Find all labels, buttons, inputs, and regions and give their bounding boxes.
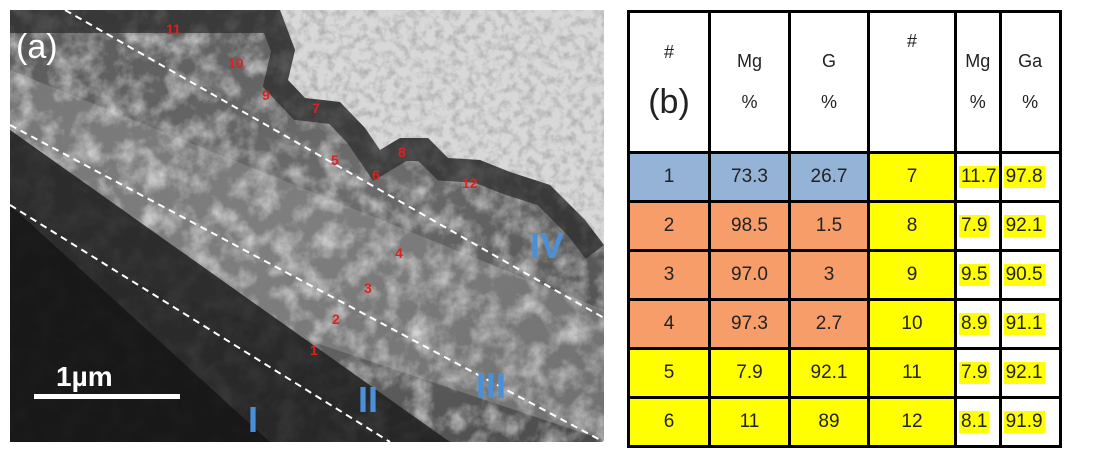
cell-mg-percent: 11 (708, 396, 791, 448)
cell-ga-percent-value: 91.1 (1003, 313, 1045, 335)
cell-mg-percent: 7.9 (954, 347, 1002, 399)
cell-point-number: 7 (867, 151, 957, 203)
cell-mg-percent: 8.1 (954, 396, 1002, 448)
cell-mg-percent: 97.3 (708, 298, 791, 350)
header-ga-2: Ga % (998, 10, 1062, 154)
point-label-8: 8 (398, 144, 406, 160)
cell-mg-percent: 7.9 (954, 200, 1002, 252)
cell-ga-percent-value: 97.8 (1003, 166, 1045, 188)
cell-mg-percent: 7.9 (708, 347, 791, 399)
cell-ga-percent: 92.1 (788, 347, 870, 399)
region-label-iv: IV (530, 225, 564, 266)
header-number-2: # (867, 10, 957, 154)
point-label-3: 3 (364, 280, 372, 296)
cell-point-number: 11 (867, 347, 957, 399)
region-label-ii: II (358, 379, 378, 420)
cell-mg-percent-value: 8.9 (959, 313, 990, 335)
cell-point-number: 8 (867, 200, 957, 252)
boundary-line-iii-iv (64, 10, 604, 319)
cell-ga-percent: 92.1 (998, 200, 1062, 252)
boundary-line-ii-iii (10, 124, 604, 442)
table-row: 6 11 89 12 8.1 91.9 (627, 396, 1062, 448)
cell-mg-percent-value: 7.9 (959, 215, 990, 237)
cell-ga-percent-value: 92.1 (1003, 362, 1045, 384)
point-label-10: 10 (228, 55, 244, 71)
cell-ga-percent: 26.7 (788, 151, 870, 203)
header-mg-2: Mg % (954, 10, 1002, 154)
cell-ga-percent-value: 92.1 (1003, 215, 1045, 237)
table-header-row: # (b) Mg % G % # Mg % (627, 10, 1062, 154)
point-label-12: 12 (462, 175, 478, 191)
cell-point-number: 10 (867, 298, 957, 350)
table-row: 5 7.9 92.1 11 7.9 92.1 (627, 347, 1062, 399)
cell-point-number: 3 (627, 249, 711, 301)
cell-ga-percent-value: 90.5 (1003, 264, 1045, 286)
cell-mg-percent-value: 11.7 (959, 166, 998, 188)
header-ga-1: G % (788, 10, 870, 154)
scale-bar (34, 394, 180, 399)
composition-table-panel: # (b) Mg % G % # Mg % (627, 10, 1108, 461)
table-row: 4 97.3 2.7 10 8.9 91.1 (627, 298, 1062, 350)
table-row: 3 97.0 3 9 9.5 90.5 (627, 249, 1062, 301)
cell-ga-percent: 91.1 (998, 298, 1062, 350)
cell-ga-percent: 3 (788, 249, 870, 301)
panel-label-b: (b) (648, 83, 690, 121)
boundary-line-i-ii (10, 204, 391, 442)
cell-point-number: 12 (867, 396, 957, 448)
cell-point-number: 6 (627, 396, 711, 448)
cell-point-number: 9 (867, 249, 957, 301)
cell-point-number: 5 (627, 347, 711, 399)
cell-ga-percent: 89 (788, 396, 870, 448)
panel-label-a: (a) (16, 28, 58, 66)
header-mg-1: Mg % (708, 10, 791, 154)
cell-point-number: 2 (627, 200, 711, 252)
cell-mg-percent: 97.0 (708, 249, 791, 301)
cell-mg-percent: 98.5 (708, 200, 791, 252)
header-number-1: # (b) (627, 10, 711, 154)
cell-point-number: 1 (627, 151, 711, 203)
cell-mg-percent: 8.9 (954, 298, 1002, 350)
region-label-iii: III (476, 365, 506, 406)
cell-ga-percent: 97.8 (998, 151, 1062, 203)
tem-micrograph: (a) 11 10 9 7 8 5 6 12 4 3 2 1 IV III II… (10, 10, 604, 442)
composition-table: # (b) Mg % G % # Mg % (627, 10, 1062, 448)
cell-ga-percent-value: 91.9 (1003, 411, 1045, 433)
cell-mg-percent: 73.3 (708, 151, 791, 203)
cell-ga-percent: 92.1 (998, 347, 1062, 399)
cell-mg-percent: 9.5 (954, 249, 1002, 301)
scale-bar-label: 1µm (56, 361, 113, 392)
point-label-4: 4 (395, 245, 403, 261)
table-row: 2 98.5 1.5 8 7.9 92.1 (627, 200, 1062, 252)
point-label-5: 5 (331, 152, 339, 168)
point-label-7: 7 (312, 100, 320, 116)
point-label-2: 2 (332, 311, 340, 327)
point-label-1: 1 (310, 342, 318, 358)
cell-mg-percent-value: 8.1 (959, 411, 990, 433)
cell-point-number: 4 (627, 298, 711, 350)
cell-ga-percent: 90.5 (998, 249, 1062, 301)
point-label-9: 9 (262, 87, 270, 103)
micrograph-image: (a) 11 10 9 7 8 5 6 12 4 3 2 1 IV III II… (10, 10, 604, 442)
point-label-11: 11 (166, 21, 181, 37)
cell-mg-percent-value: 7.9 (959, 362, 990, 384)
point-label-6: 6 (372, 167, 380, 183)
cell-ga-percent: 2.7 (788, 298, 870, 350)
table-row: 1 73.3 26.7 7 11.7 97.8 (627, 151, 1062, 203)
cell-ga-percent: 1.5 (788, 200, 870, 252)
region-label-i: I (248, 399, 258, 440)
cell-mg-percent-value: 9.5 (959, 264, 990, 286)
cell-ga-percent: 91.9 (998, 396, 1062, 448)
cell-mg-percent: 11.7 (954, 151, 1002, 203)
